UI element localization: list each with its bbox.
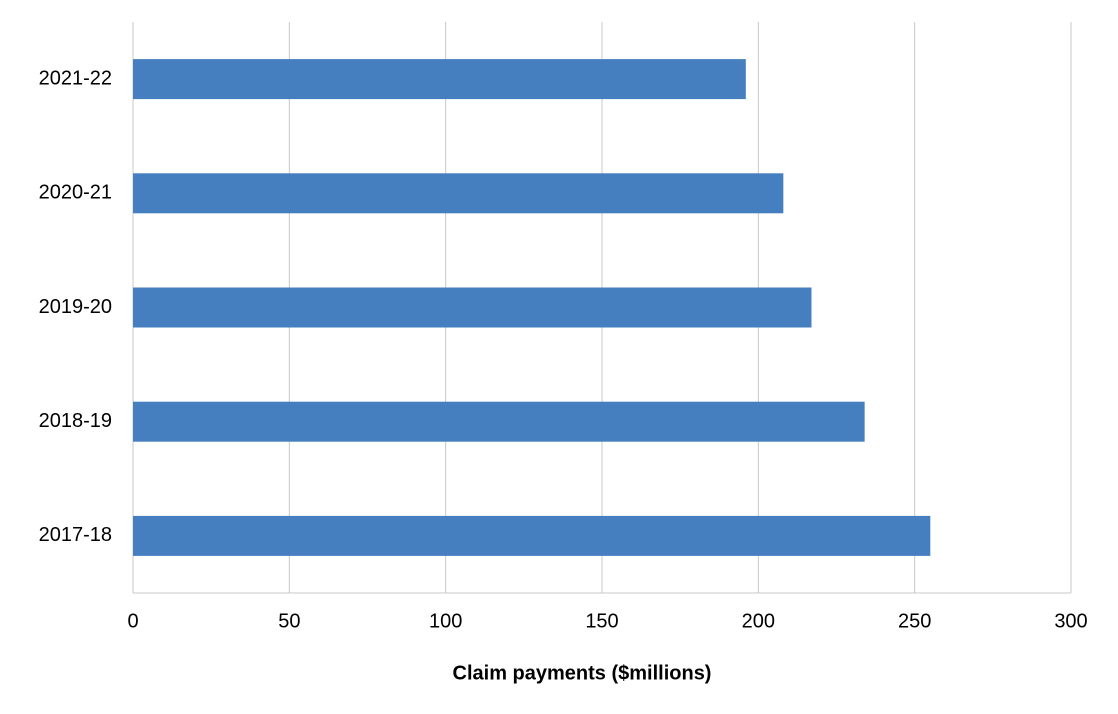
x-tick-label: 150 bbox=[585, 610, 618, 632]
x-tick-label: 100 bbox=[429, 610, 462, 632]
y-tick-label: 2021-22 bbox=[39, 67, 112, 89]
x-axis-label: Claim payments ($millions) bbox=[453, 662, 712, 684]
x-tick-label: 50 bbox=[278, 610, 300, 632]
y-tick-label: 2017-18 bbox=[39, 524, 112, 546]
y-tick-label: 2020-21 bbox=[39, 182, 112, 204]
x-tick-label: 250 bbox=[898, 610, 931, 632]
x-tick-label: 300 bbox=[1054, 610, 1087, 632]
bar bbox=[133, 59, 746, 100]
bar bbox=[133, 401, 865, 442]
y-tick-label: 2018-19 bbox=[39, 410, 112, 432]
bar bbox=[133, 287, 812, 328]
y-tick-label: 2019-20 bbox=[39, 296, 112, 318]
bar bbox=[133, 173, 784, 214]
bar bbox=[133, 515, 931, 556]
x-tick-label: 0 bbox=[127, 610, 138, 632]
x-tick-label: 200 bbox=[742, 610, 775, 632]
